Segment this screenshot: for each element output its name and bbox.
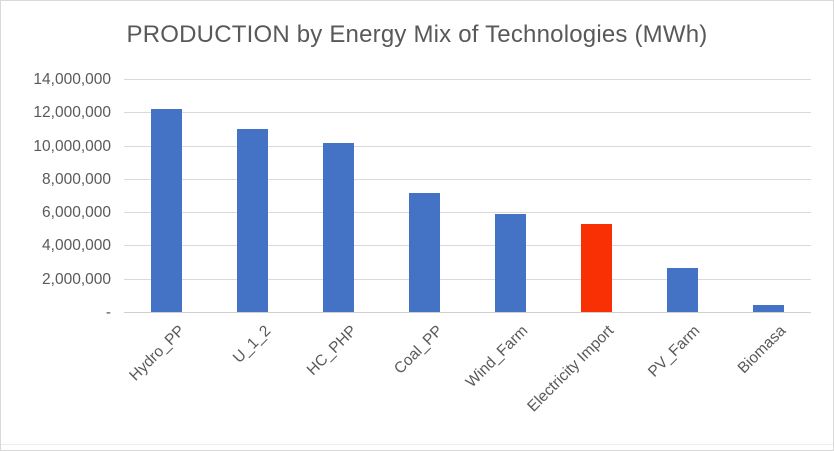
gridline	[124, 79, 811, 80]
y-axis-tick-label: 10,000,000	[33, 137, 111, 155]
bar-wind-farm[interactable]	[494, 213, 526, 312]
bar-hydro-pp[interactable]	[151, 108, 183, 312]
chart-title: PRODUCTION by Energy Mix of Technologies…	[126, 21, 708, 48]
gridline	[124, 212, 811, 214]
bar-electricity-import[interactable]	[580, 223, 612, 312]
bar-biomasa[interactable]	[752, 305, 784, 312]
y-axis-tick-label: 12,000,000	[33, 104, 111, 122]
bottom-divider	[1, 444, 833, 445]
bar-u-1-2[interactable]	[237, 128, 269, 312]
y-axis-tick-label: 2,000,000	[42, 270, 111, 288]
gridline	[124, 178, 811, 180]
gridline	[124, 245, 811, 247]
y-axis-tick-label: 4,000,000	[42, 237, 111, 255]
y-axis-tick-label: 6,000,000	[42, 204, 111, 222]
y-axis-tick-label: 8,000,000	[42, 170, 111, 188]
bar-hc-php[interactable]	[323, 143, 355, 312]
y-axis-tick-label: 14,000,000	[33, 71, 111, 88]
bar-coal-pp[interactable]	[409, 193, 441, 312]
gridline	[124, 112, 811, 114]
bar-pv-farm[interactable]	[666, 267, 698, 312]
gridline	[124, 145, 811, 147]
gridline	[124, 278, 811, 280]
x-axis-line	[124, 312, 811, 313]
y-axis-tick-label: -	[105, 304, 111, 321]
